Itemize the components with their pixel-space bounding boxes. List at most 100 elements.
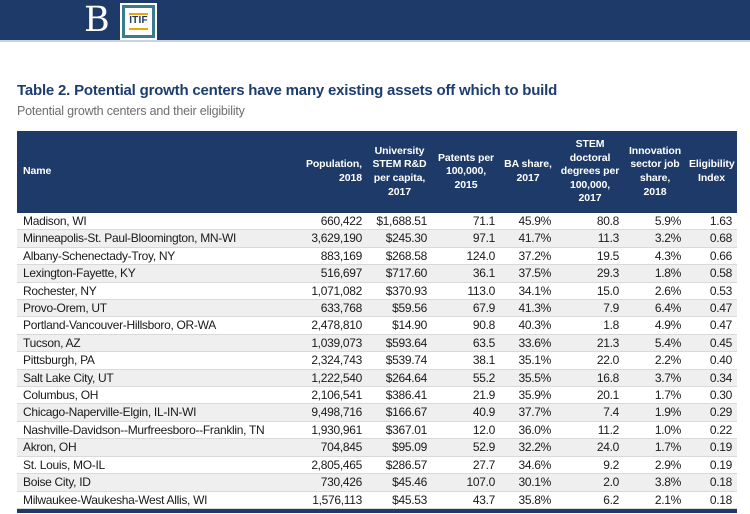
table-title: Table 2. Potential growth centers have m… xyxy=(17,82,558,99)
value-cell: 1.7% xyxy=(624,386,686,404)
value-cell: 35.1% xyxy=(500,351,556,370)
value-cell: 40.3% xyxy=(500,316,556,335)
value-cell: 15.0 xyxy=(556,281,624,300)
metro-name-cell: Portland-Vancouver-Hillsboro, OR-WA xyxy=(17,316,295,335)
table-row: Tucson, AZ 1,039,073 $593.64 63.5 33.6% 21.3 5… xyxy=(17,333,737,352)
value-cell: 36.0% xyxy=(500,420,556,439)
value-cell: 16.8 xyxy=(556,368,624,387)
value-cell: 67.9 xyxy=(432,299,500,317)
value-cell: 516,697 xyxy=(295,264,367,283)
value-cell: 9.2 xyxy=(556,455,624,474)
value-cell: 0.18 xyxy=(686,490,737,508)
value-cell: 9,498,716 xyxy=(295,403,367,422)
value-cell: 21.9 xyxy=(432,386,500,404)
table-row: Salt Lake City, UT 1,222,540 $264.64 55.2 35… xyxy=(17,368,737,387)
table-row: Provo-Orem, UT 633,768 $59.56 67.9 41.3% 7.9 6… xyxy=(17,299,737,317)
table-row: Chicago-Naperville-Elgin, IL-IN-WI 9,498,… xyxy=(17,403,737,422)
brookings-logo: B xyxy=(84,0,110,40)
value-cell: 0.34 xyxy=(686,368,737,387)
table-row: Nashville-Davidson--Murfreesboro--Frankl… xyxy=(17,420,737,439)
value-cell: $1,688.51 xyxy=(376,214,427,228)
value-cell: 6.2 xyxy=(556,490,624,508)
value-cell: 2.6% xyxy=(624,281,686,300)
metro-name-cell: Rochester, NY xyxy=(17,281,295,300)
value-cell: 0.47 xyxy=(686,299,737,317)
column-header-population: Population, 2018 xyxy=(295,131,367,213)
value-cell: 1,222,540 xyxy=(295,368,367,387)
column-header-university-stem-rd: University STEM R&D per capita, 2017 xyxy=(367,131,432,213)
value-cell: 36.1 xyxy=(432,264,500,283)
value-cell: $593.64 xyxy=(367,333,432,352)
value-cell: 1.8% xyxy=(624,264,686,283)
metro-name-cell: Provo-Orem, UT xyxy=(17,299,295,317)
value-cell: 883,169 xyxy=(295,246,367,265)
value-cell: $95.09 xyxy=(367,438,432,457)
table-row: Madison, WI 660,422 $1,688.51 71.1 45.9% 80.8… xyxy=(17,213,737,230)
value-cell: $717.60 xyxy=(367,264,432,283)
table-header: Name Population, 2018 University STEM R&… xyxy=(17,131,737,213)
value-cell: 80.8 xyxy=(596,214,619,228)
value-cell: 6.4% xyxy=(624,299,686,317)
value-cell: 35.5% xyxy=(500,368,556,387)
metro-name-cell: Boise City, ID xyxy=(17,473,295,491)
value-cell: 7.4 xyxy=(556,403,624,422)
table-row: Albany-Schenectady-Troy, NY 883,169 $268.5… xyxy=(17,246,737,265)
value-cell: 40.9 xyxy=(432,403,500,422)
value-cell: 0.18 xyxy=(686,473,737,491)
value-cell: 1.9% xyxy=(624,403,686,422)
value-cell: $166.67 xyxy=(367,403,432,422)
value-cell: 2,324,743 xyxy=(295,351,367,370)
value-cell: 20.1 xyxy=(556,386,624,404)
header-row: Name Population, 2018 University STEM R&… xyxy=(17,131,737,213)
value-cell: 3.7% xyxy=(624,368,686,387)
value-cell: 29.3 xyxy=(556,264,624,283)
table-row: Rochester, NY 1,071,082 $370.93 113.0 34.1% 1… xyxy=(17,281,737,300)
value-cell: 4.9% xyxy=(624,316,686,335)
value-cell: 1.63 xyxy=(709,214,732,228)
metro-name-cell: Tucson, AZ xyxy=(17,333,295,352)
value-cell: 1,576,113 xyxy=(295,490,367,508)
value-cell: 0.53 xyxy=(686,281,737,300)
value-cell: 1.8 xyxy=(556,316,624,335)
value-cell: 0.30 xyxy=(686,386,737,404)
value-cell: 27.7 xyxy=(432,455,500,474)
value-cell: 37.5% xyxy=(500,264,556,283)
value-cell: 730,426 xyxy=(295,473,367,491)
value-cell: 11.2 xyxy=(556,420,624,439)
value-cell: 633,768 xyxy=(295,299,367,317)
table-body: Madison, WI 660,422 $1,688.51 71.1 45.9% 80.8… xyxy=(17,213,737,508)
table-row: Pittsburgh, PA 2,324,743 $539.74 38.1 35.1% 2… xyxy=(17,351,737,370)
metro-name-cell: Akron, OH xyxy=(17,438,295,457)
metro-name-cell: Salt Lake City, UT xyxy=(17,368,295,387)
value-cell: 3.8% xyxy=(624,473,686,491)
value-cell: $370.93 xyxy=(367,281,432,300)
metro-name-cell: Milwaukee-Waukesha-West Allis, WI xyxy=(17,490,295,508)
value-cell: 2,805,465 xyxy=(295,455,367,474)
value-cell: $386.41 xyxy=(367,386,432,404)
table-row: Portland-Vancouver-Hillsboro, OR-WA 2,478… xyxy=(17,316,737,335)
value-cell: $268.58 xyxy=(367,246,432,265)
value-cell: 5.4% xyxy=(624,333,686,352)
value-cell: 4.3% xyxy=(624,246,686,265)
value-cell: 0.66 xyxy=(686,246,737,265)
metro-name-cell: Albany-Schenectady-Troy, NY xyxy=(17,246,295,265)
value-cell: $367.01 xyxy=(367,420,432,439)
value-cell: 0.29 xyxy=(686,403,737,422)
value-cell: 24.0 xyxy=(556,438,624,457)
value-cell: 0.47 xyxy=(686,316,737,335)
value-cell: 2,106,541 xyxy=(295,386,367,404)
value-cell: 2.9% xyxy=(624,455,686,474)
value-cell: 34.1% xyxy=(500,281,556,300)
column-header-name: Name xyxy=(17,131,295,213)
value-cell: 33.6% xyxy=(500,333,556,352)
value-cell: 52.9 xyxy=(432,438,500,457)
value-cell: 0.19 xyxy=(686,438,737,457)
growth-centers-table-wrap: Name Population, 2018 University STEM R&… xyxy=(17,131,737,513)
metro-name-cell: Pittsburgh, PA xyxy=(17,351,295,370)
value-cell: 0.45 xyxy=(686,333,737,352)
value-cell: 2.0 xyxy=(556,473,624,491)
table-bottom-bar xyxy=(17,507,737,513)
table-row: Akron, OH 704,845 $95.09 52.9 32.2% 24.0 1.7% 0… xyxy=(17,438,737,457)
value-cell: 41.3% xyxy=(500,299,556,317)
value-cell: $539.74 xyxy=(367,351,432,370)
